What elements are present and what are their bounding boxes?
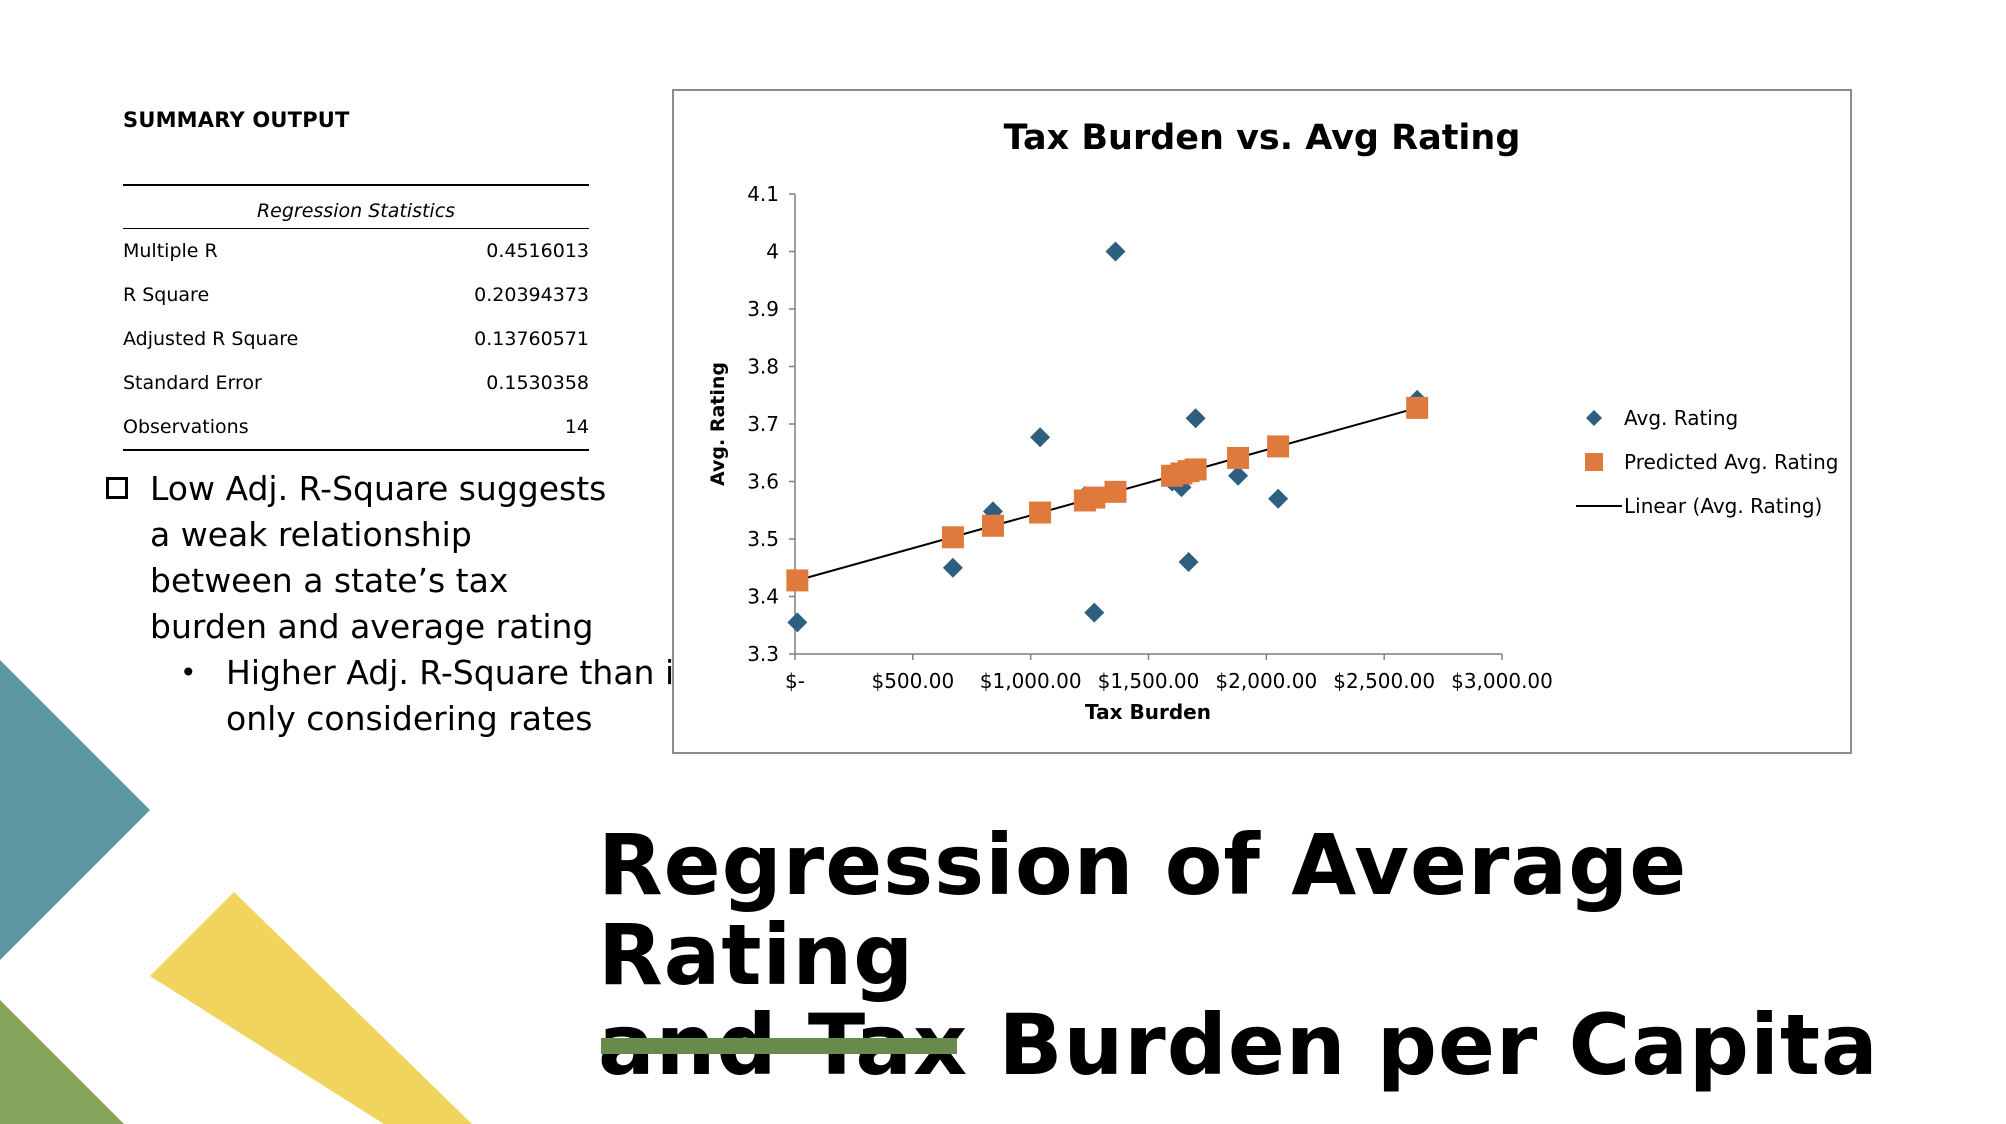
green-triangle-shape (0, 1000, 124, 1124)
summary-output-title: SUMMARY OUTPUT (123, 108, 350, 132)
y-tick-label: 3.6 (747, 470, 779, 494)
scatter-chart: Tax Burden vs. Avg Rating 3.3 3.4 3.5 3.6 3.7… (707, 118, 1838, 724)
avg-rating-point (1178, 552, 1199, 572)
avg-rating-point (1105, 241, 1126, 262)
legend-label-avg-rating: Avg. Rating (1624, 406, 1738, 430)
stats-row: Multiple R 0.4516013 (123, 229, 589, 273)
y-tick-label: 3.7 (747, 412, 779, 436)
avg-rating-point (1084, 602, 1105, 623)
x-tick-label: $1,500.00 (1098, 669, 1200, 693)
teal-triangle-shape (0, 660, 150, 960)
stats-row: Standard Error 0.1530358 (123, 361, 589, 405)
avg-rating-point (1185, 408, 1206, 429)
sub-bullet-item: • Higher Adj. R-Square than if only cons… (100, 650, 706, 742)
y-tick-label: 3.5 (747, 527, 779, 551)
predicted-rating-point (1267, 435, 1290, 458)
stats-label: R Square (123, 284, 210, 306)
stats-value: 0.4516013 (486, 240, 589, 262)
predicted-rating-point (1227, 446, 1250, 469)
sub-bullet-text: Higher Adj. R-Square than if only consid… (226, 653, 686, 738)
bullet-text: Low Adj. R-Square suggests a weak relati… (150, 469, 607, 646)
y-tick-label: 3.9 (747, 297, 779, 321)
chart-container: Tax Burden vs. Avg Rating 3.3 3.4 3.5 3.6 3.7… (672, 89, 1852, 754)
y-tick-label: 3.8 (747, 355, 779, 379)
avg-rating-point (1228, 465, 1249, 486)
x-tick-label: $500.00 (871, 669, 954, 693)
stats-label: Observations (123, 416, 249, 438)
predicted-rating-point (1104, 480, 1127, 503)
avg-rating-point (1030, 427, 1051, 448)
y-tick-label: 3.4 (747, 585, 779, 609)
stats-row: Observations 14 (123, 405, 589, 449)
predicted-rating-point (786, 569, 809, 592)
accent-bar (601, 1038, 957, 1054)
avg-rating-point (1268, 488, 1289, 509)
x-tick-label: $3,000.00 (1451, 669, 1553, 693)
stats-value: 0.20394373 (474, 284, 589, 306)
bullet-list: Low Adj. R-Square suggests a weak relati… (100, 466, 686, 742)
stats-value: 0.13760571 (474, 328, 589, 350)
y-tick-label: 4.1 (747, 182, 779, 206)
stats-label: Multiple R (123, 240, 218, 262)
legend-label-predicted: Predicted Avg. Rating (1624, 450, 1838, 474)
predicted-rating-point (1184, 458, 1207, 481)
regression-statistics-header: Regression Statistics (123, 186, 589, 229)
y-tick-label: 3.3 (747, 642, 779, 666)
regression-statistics-table: Regression Statistics Multiple R 0.45160… (123, 184, 589, 451)
x-tick-label: $2,000.00 (1215, 669, 1317, 693)
stats-label: Adjusted R Square (123, 328, 299, 350)
predicted-rating-point (981, 514, 1004, 537)
legend-label-trendline: Linear (Avg. Rating) (1624, 494, 1822, 518)
stats-label: Standard Error (123, 372, 262, 394)
y-axis-label: Avg. Rating (707, 362, 729, 486)
stats-value: 14 (564, 416, 589, 438)
avg-rating-point (787, 612, 808, 633)
x-tick-label: $2,500.00 (1333, 669, 1435, 693)
predicted-rating-point (1029, 501, 1052, 524)
predicted-rating-point (941, 526, 964, 549)
x-tick-label: $- (785, 669, 805, 693)
y-tick-label: 4 (766, 240, 779, 264)
stats-row: Adjusted R Square 0.13760571 (123, 317, 589, 361)
yellow-stripe-shape (150, 892, 472, 1124)
avg-rating-point (942, 557, 963, 578)
checkbox-bullet-icon (106, 477, 128, 499)
predicted-rating-point (1406, 396, 1429, 419)
chart-title: Tax Burden vs. Avg Rating (1004, 118, 1521, 158)
stats-value: 0.1530358 (486, 372, 589, 394)
stats-row: R Square 0.20394373 (123, 273, 589, 317)
bullet-item: Low Adj. R-Square suggests a weak relati… (100, 466, 620, 650)
slide-title-line-1: Regression of Average Rating (598, 816, 1688, 1004)
x-axis-label: Tax Burden (1085, 700, 1211, 724)
legend-marker-avg-rating (1586, 410, 1602, 426)
slide-title: Regression of Average Rating and Tax Bur… (598, 820, 1998, 1090)
dot-bullet-icon: • (180, 656, 197, 689)
predicted-rating-point (1083, 486, 1106, 509)
x-tick-label: $1,000.00 (980, 669, 1082, 693)
legend-marker-predicted (1585, 453, 1603, 471)
